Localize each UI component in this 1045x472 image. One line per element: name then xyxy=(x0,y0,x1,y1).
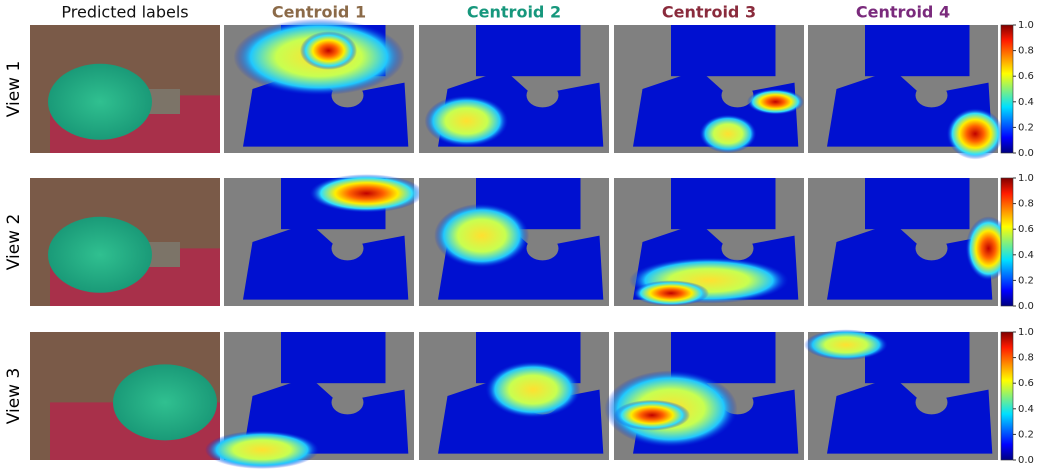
predicted-mask xyxy=(48,63,152,140)
activation xyxy=(485,361,581,418)
activation xyxy=(633,280,709,307)
object-region xyxy=(671,178,776,230)
colorbar-tick-label: 0.6 xyxy=(1018,71,1034,82)
colorbar-tick-label: 0.4 xyxy=(1018,404,1034,415)
activation xyxy=(747,89,804,115)
hole xyxy=(915,390,948,415)
object-region xyxy=(476,25,581,77)
heatmap xyxy=(419,25,609,153)
colorbar xyxy=(1000,331,1014,461)
object-region xyxy=(827,222,993,300)
activation xyxy=(434,203,530,268)
colorbar-tick-label: 0.6 xyxy=(1018,378,1034,389)
colorbar-tick-label: 0.0 xyxy=(1018,301,1034,312)
hole xyxy=(915,236,948,261)
heatmap xyxy=(614,25,804,153)
heatmap xyxy=(808,25,1004,160)
colorbar-tick-label: 0.8 xyxy=(1018,353,1034,364)
colorbar-tick-label: 0.4 xyxy=(1018,97,1034,108)
activation xyxy=(205,430,319,469)
activation xyxy=(424,95,509,147)
hole xyxy=(721,83,754,108)
colorbar-tick-label: 0.6 xyxy=(1018,224,1034,235)
row-label: View 1 xyxy=(4,61,24,118)
object-region xyxy=(865,178,970,230)
hole xyxy=(331,390,364,415)
hole xyxy=(331,236,364,261)
colorbar-tick-label: 1.0 xyxy=(1018,20,1034,31)
column-header: Centroid 4 xyxy=(856,3,950,22)
hole xyxy=(526,83,559,108)
colorbar-tick-label: 1.0 xyxy=(1018,327,1034,338)
photo xyxy=(30,332,220,460)
heatmap xyxy=(808,178,1012,306)
colorbar-tick-label: 0.0 xyxy=(1018,148,1034,159)
heatmap xyxy=(804,329,998,460)
hole xyxy=(526,236,559,261)
colorbar-tick-label: 0.2 xyxy=(1018,122,1034,133)
activation xyxy=(300,31,357,70)
hole xyxy=(915,83,948,108)
column-header: Centroid 1 xyxy=(272,3,366,22)
colorbar-tick-label: 0.2 xyxy=(1018,275,1034,286)
colorbar-tick-label: 0.0 xyxy=(1018,455,1034,466)
row-label: View 3 xyxy=(4,368,24,425)
heatmap xyxy=(419,178,609,306)
colorbar-tick-label: 0.4 xyxy=(1018,250,1034,261)
object-region xyxy=(633,69,799,147)
colorbar-tick-label: 1.0 xyxy=(1018,173,1034,184)
colorbar xyxy=(1000,177,1014,307)
object-region xyxy=(281,332,386,384)
column-header: Centroid 2 xyxy=(467,3,561,22)
object-region xyxy=(243,222,409,300)
heatmap xyxy=(224,18,414,153)
hole xyxy=(721,236,754,261)
object-region xyxy=(671,25,776,77)
photo xyxy=(30,25,220,153)
predicted-mask xyxy=(113,364,217,441)
column-header: Centroid 3 xyxy=(662,3,756,22)
activation xyxy=(946,108,1004,160)
object-region xyxy=(827,376,993,454)
activation xyxy=(614,399,690,431)
activation xyxy=(699,114,757,153)
activation xyxy=(804,329,888,361)
heatmap xyxy=(419,332,609,460)
activation xyxy=(965,216,1012,281)
heatmap xyxy=(205,332,414,469)
heatmap xyxy=(224,174,424,306)
column-title: Predicted labels xyxy=(61,3,188,22)
object-region xyxy=(865,25,970,77)
row-label: View 2 xyxy=(4,214,24,271)
colorbar-tick-label: 0.2 xyxy=(1018,429,1034,440)
colorbar-tick-label: 0.8 xyxy=(1018,199,1034,210)
activation xyxy=(309,174,424,213)
colorbar-tick-label: 0.8 xyxy=(1018,46,1034,57)
predicted-mask xyxy=(48,216,152,293)
photo xyxy=(30,178,220,306)
heatmap xyxy=(604,332,804,460)
colorbar xyxy=(1000,24,1014,154)
heatmap xyxy=(614,178,804,307)
